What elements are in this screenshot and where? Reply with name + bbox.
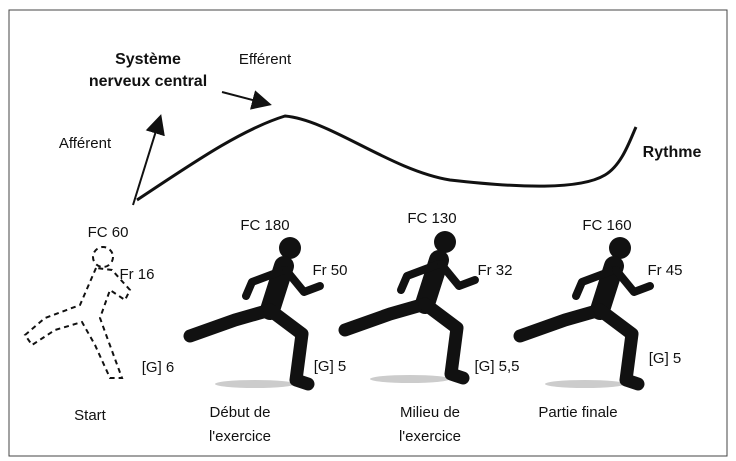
- efferent-arrow: [221, 90, 272, 110]
- cns-label: nerveux central: [89, 73, 207, 90]
- stage-label: Start: [74, 407, 107, 424]
- glucose: [G] 6: [142, 359, 175, 376]
- resp-rate: Fr 16: [119, 266, 154, 283]
- rhythm-curve: [136, 114, 638, 202]
- stage-label: l'exercice: [399, 428, 461, 445]
- resp-rate: Fr 50: [312, 262, 347, 279]
- resp-rate: Fr 32: [477, 262, 512, 279]
- stage-label: Milieu de: [400, 404, 460, 421]
- glucose: [G] 5: [314, 358, 347, 375]
- heart-rate: FC 60: [88, 224, 129, 241]
- stage-label: l'exercice: [209, 428, 271, 445]
- rhythm-label: Rythme: [643, 144, 702, 161]
- resp-rate: Fr 45: [647, 262, 682, 279]
- glucose: [G] 5,5: [474, 358, 519, 375]
- stage-label: Partie finale: [538, 404, 617, 421]
- afferent-arrow: [132, 114, 165, 206]
- runner: [345, 231, 475, 378]
- efferent-label: Efférent: [239, 51, 292, 68]
- runner: [520, 237, 650, 384]
- resting-figure: [23, 246, 132, 379]
- cns-label: Système: [115, 51, 181, 68]
- heart-rate: FC 130: [407, 210, 456, 227]
- stage-label: Début de: [210, 404, 271, 421]
- afferent-label: Afférent: [59, 135, 112, 152]
- glucose: [G] 5: [649, 350, 682, 367]
- runner: [190, 237, 320, 384]
- frame: [8, 9, 728, 457]
- heart-rate: FC 180: [240, 217, 289, 234]
- heart-rate: FC 160: [582, 217, 631, 234]
- shadows: [215, 375, 625, 388]
